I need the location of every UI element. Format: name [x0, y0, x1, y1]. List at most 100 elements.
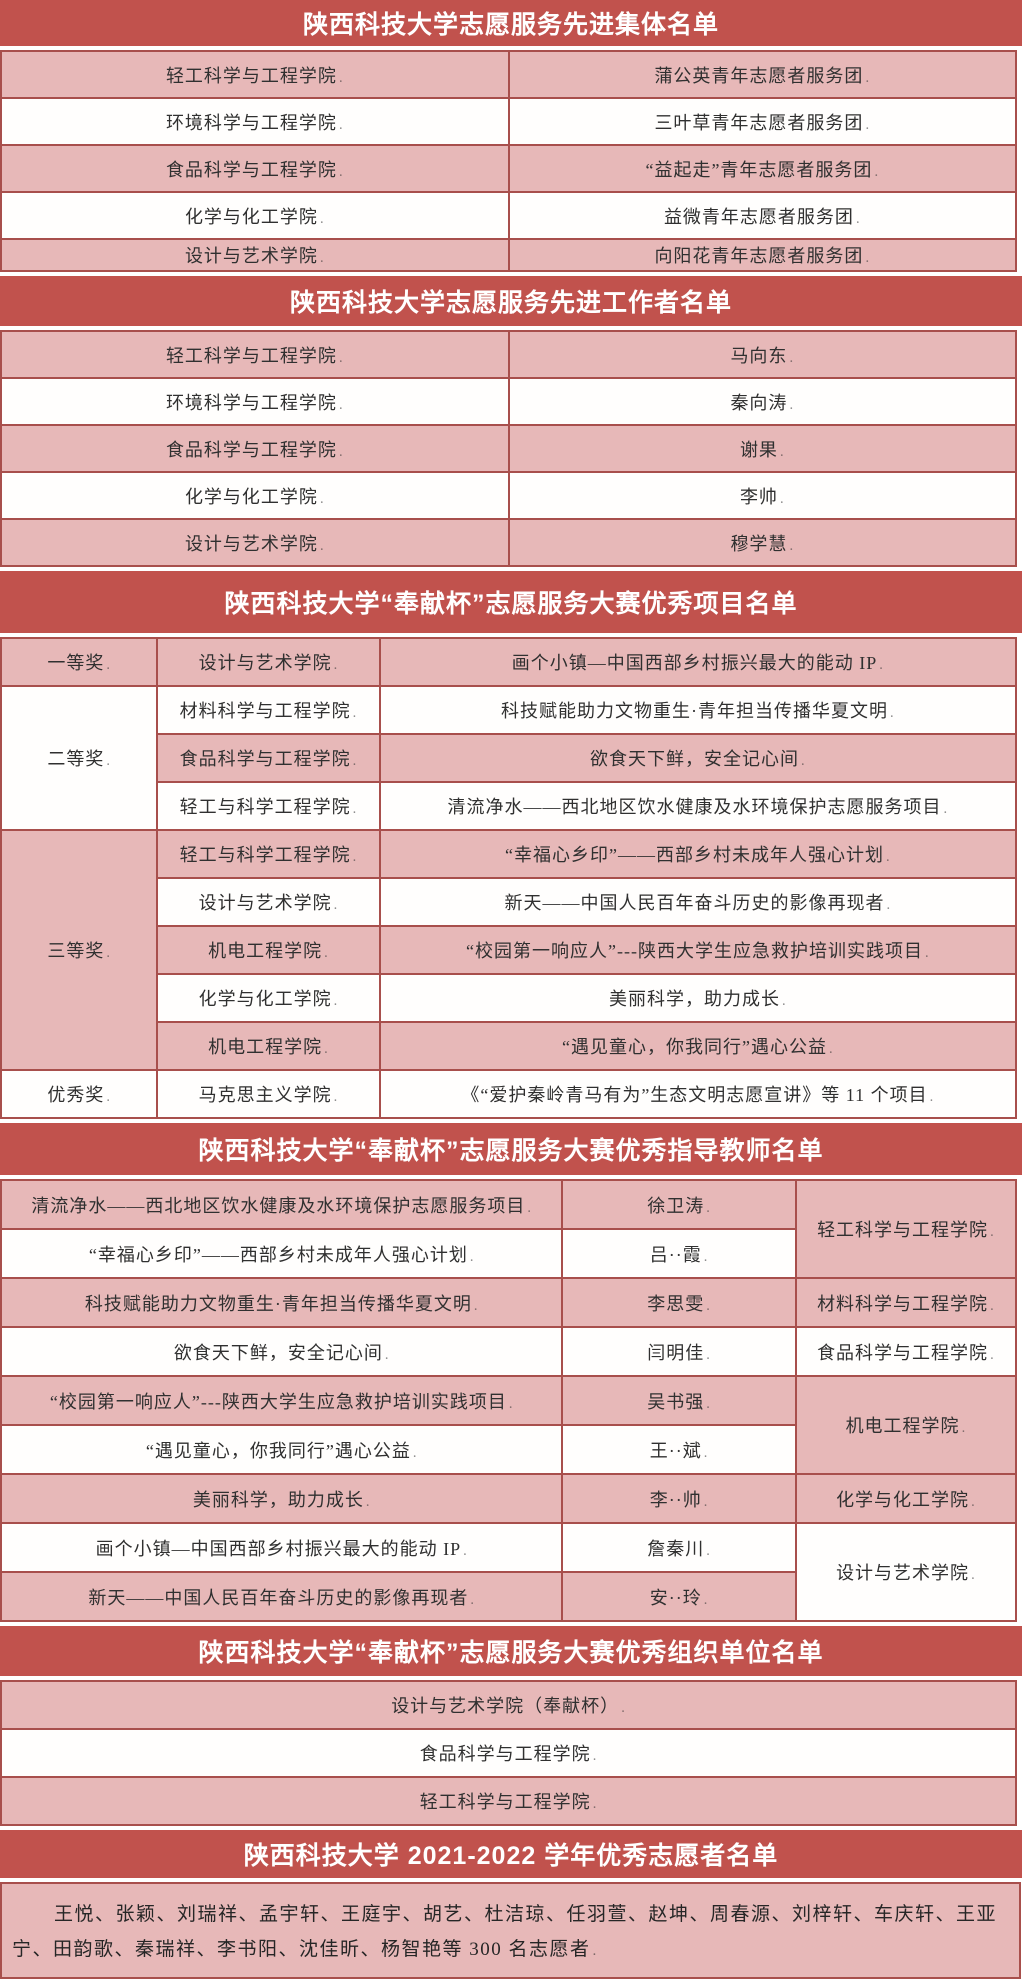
cell-text: 食品科学与工程学院 [166, 440, 344, 460]
table-cell: 二等奖 [0, 685, 159, 831]
table-cell: 科技赋能助力文物重生·青年担当传播华夏文明 [0, 1277, 564, 1328]
cell-text: 美丽科学，助力成长 [193, 1490, 371, 1510]
cell-text: 机电工程学院 [208, 941, 329, 961]
cell-text: 轻工科学与工程学院 [166, 346, 344, 366]
cell-text: 三等奖 [47, 941, 111, 961]
table-row: 设计与艺术学院（奉献杯） [0, 1680, 1017, 1730]
table-row: 优秀奖 马克思主义学院 《“爱护秦岭青马有为”生态文明志愿宣讲》等 11 个项目 [0, 1069, 1018, 1119]
table-cell: 益微青年志愿者服务团 [507, 191, 1017, 240]
table-row: 轻工与科学工程学院 清流净水——西北地区饮水健康及水环境保护志愿服务项目 [1, 781, 1018, 831]
cell-text: 李帅 [740, 487, 785, 507]
table-row: 轻工科学与工程学院 蒲公英青年志愿者服务团 [0, 50, 1017, 99]
cell-text: 秦向涛 [730, 393, 794, 413]
section-title: 陕西科技大学“奉献杯”志愿服务大赛优秀指导教师名单 [198, 1137, 824, 1165]
table-cell: “遇见童心，你我同行”遇心公益 [0, 1424, 564, 1475]
table-cell: 李思雯 [561, 1277, 797, 1328]
cell-text: “幸福心乡印”——西部乡村未成年人强心计划 [505, 845, 891, 865]
cell-text: 穆学慧 [730, 534, 794, 554]
cell-text: 王··斌 [650, 1441, 709, 1461]
table-cell: 食品科学与工程学院 [794, 1326, 1018, 1377]
cell-text: 画个小镇—中国西部乡村振兴最大的能动 IP [96, 1539, 468, 1559]
cell-text: 马克思主义学院 [199, 1085, 339, 1105]
cell-text: 轻工科学与工程学院 [420, 1792, 598, 1812]
table-cell: 一等奖 [0, 637, 159, 687]
table-cell: 吴书强 [561, 1375, 797, 1426]
cell-text: 安··玲 [650, 1588, 709, 1608]
table-cell: 穆学慧 [507, 518, 1017, 567]
table-cell: 环境科学与工程学院 [0, 97, 510, 146]
table-cell: 闫明佳 [561, 1326, 797, 1377]
table-row: 轻工科学与工程学院 马向东 [0, 330, 1017, 379]
cell-text: 徐卫涛 [647, 1196, 711, 1216]
table-cell: 化学与化工学院 [0, 191, 510, 240]
cell-text: 化学与化工学院 [836, 1490, 976, 1510]
cell-text: 食品科学与工程学院 [180, 749, 358, 769]
section-title: 陕西科技大学志愿服务先进工作者名单 [289, 289, 732, 317]
table-cell: 吕··霞 [561, 1228, 797, 1279]
cell-text: 欲食天下鲜，安全记心间 [590, 749, 806, 769]
table-row: 化学与化工学院 益微青年志愿者服务团 [0, 191, 1017, 240]
table-cell: 食品科学与工程学院 [156, 733, 381, 783]
table-row: 设计与艺术学院 新天——中国人民百年奋斗历史的影像再现者 [1, 877, 1018, 927]
excellent-advisors-table: 清流净水——西北地区饮水健康及水环境保护志愿服务项目徐卫涛轻工科学与工程学院“幸… [0, 1179, 1018, 1622]
table-row: 设计与艺术学院 向阳花青年志愿者服务团 [0, 238, 1017, 272]
cell-text: 轻工科学与工程学院 [166, 66, 344, 86]
table-row: 环境科学与工程学院 三叶草青年志愿者服务团 [0, 97, 1017, 146]
table-row: 科技赋能助力文物重生·青年担当传播华夏文明 李思雯 材料科学与工程学院 [0, 1277, 1018, 1328]
table-cell: 李··帅 [561, 1473, 797, 1524]
cell-text: 马向东 [730, 346, 794, 366]
table-cell: 马克思主义学院 [156, 1069, 381, 1119]
cell-text: 一等奖 [47, 653, 111, 673]
cell-text: 化学与化工学院 [199, 989, 339, 1009]
section-band-excellent-projects: 陕西科技大学“奉献杯”志愿服务大赛优秀项目名单 [0, 571, 1022, 633]
table-row: 机电工程学院 “遇见童心，你我同行”遇心公益 [1, 1021, 1018, 1071]
table-row: 美丽科学，助力成长 李··帅 化学与化工学院 [0, 1473, 1018, 1524]
cell-text: “校园第一响应人”---陕西大学生应急救护培训实践项目 [50, 1392, 514, 1412]
table-cell: 机电工程学院 [156, 1021, 381, 1071]
table-row: 新天——中国人民百年奋斗历史的影像再现者 安··玲 [0, 1571, 1016, 1622]
table-cell: 食品科学与工程学院 [0, 144, 510, 193]
cell-text: 李思雯 [647, 1294, 711, 1314]
table-row: 一等奖 设计与艺术学院 画个小镇—中国西部乡村振兴最大的能动 IP [0, 637, 1018, 687]
cell-text: 轻工科学与工程学院 [817, 1220, 995, 1240]
advanced-collectives-table: 轻工科学与工程学院 蒲公英青年志愿者服务团环境科学与工程学院 三叶草青年志愿者服务团… [0, 50, 1017, 272]
cell-text: 轻工与科学工程学院 [180, 797, 358, 817]
cell-text: “益起走”青年志愿者服务团 [645, 160, 879, 180]
cell-text: 新天——中国人民百年奋斗历史的影像再现者 [88, 1588, 475, 1608]
table-cell: 向阳花青年志愿者服务团 [507, 238, 1017, 272]
table-row: 食品科学与工程学院 “益起走”青年志愿者服务团 [0, 144, 1017, 193]
table-cell: 轻工科学与工程学院 [0, 50, 510, 99]
table-cell: 新天——中国人民百年奋斗历史的影像再现者 [378, 877, 1018, 927]
cell-text: 材料科学与工程学院 [180, 701, 358, 721]
cell-text: 吴书强 [647, 1392, 711, 1412]
table-cell: 轻工与科学工程学院 [156, 829, 381, 879]
table-cell: 材料科学与工程学院 [794, 1277, 1018, 1328]
table-cell: 化学与化工学院 [156, 973, 381, 1023]
table-row: 三等奖 轻工与科学工程学院 “幸福心乡印”——西部乡村未成年人强心计划 [0, 829, 1018, 1071]
section-title: 陕西科技大学 2021-2022 学年优秀志愿者名单 [243, 1842, 779, 1870]
cell-text: 食品科学与工程学院 [817, 1343, 995, 1363]
cell-text: 《“爱护秦岭青马有为”生态文明志愿宣讲》等 11 个项目 [461, 1085, 934, 1105]
cell-text: 设计与艺术学院 [199, 893, 339, 913]
section-title: 陕西科技大学志愿服务先进集体名单 [302, 11, 719, 39]
table-cell: 三等奖 [0, 829, 159, 1071]
cell-text: 美丽科学，助力成长 [609, 989, 787, 1009]
table-cell: 设计与艺术学院 [0, 238, 510, 272]
cell-text: 食品科学与工程学院 [166, 160, 344, 180]
cell-text: 欲食天下鲜，安全记心间 [174, 1343, 390, 1363]
table-cell: 詹秦川 [561, 1522, 797, 1573]
cell-text: 设计与艺术学院 [836, 1563, 976, 1583]
table-cell: 设计与艺术学院 [156, 637, 381, 687]
cell-text: “校园第一响应人”---陕西大学生应急救护培训实践项目 [466, 941, 930, 961]
cell-text: 化学与化工学院 [185, 207, 325, 227]
table-row: 食品科学与工程学院 谢果 [0, 424, 1017, 473]
table-row: “遇见童心，你我同行”遇心公益 王··斌 [0, 1424, 1016, 1475]
table-row: 机电工程学院 “校园第一响应人”---陕西大学生应急救护培训实践项目 [1, 925, 1018, 975]
table-cell: 科技赋能助力文物重生·青年担当传播华夏文明 [378, 685, 1018, 735]
section-title: 陕西科技大学“奉献杯”志愿服务大赛优秀项目名单 [224, 590, 798, 618]
table-cell: 环境科学与工程学院 [0, 377, 510, 426]
cell-text: 环境科学与工程学院 [166, 393, 344, 413]
section-band-excellent-advisors: 陕西科技大学“奉献杯”志愿服务大赛优秀指导教师名单 [0, 1123, 1022, 1175]
table-cell: 蒲公英青年志愿者服务团 [507, 50, 1017, 99]
table-row: 食品科学与工程学院 欲食天下鲜，安全记心间 [1, 733, 1018, 783]
